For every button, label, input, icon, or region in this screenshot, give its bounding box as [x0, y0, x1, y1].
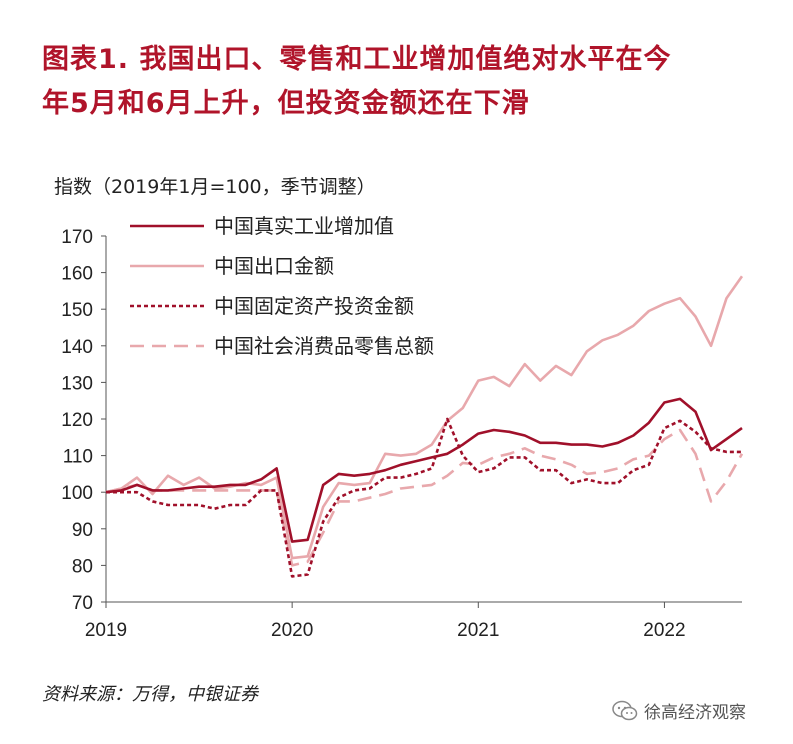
y-tick-label: 150 [61, 300, 93, 321]
wechat-icon [612, 700, 638, 720]
source-note: 资料来源：万得，中银证券 [42, 684, 258, 705]
axes: 70 80 90 100 110 120 130 140 150 160 170 2019 2020 20… [61, 227, 742, 641]
y-tick-label: 170 [61, 227, 93, 248]
series-line-1 [105, 275, 744, 560]
y-tick-label: 160 [61, 264, 93, 285]
x-tick-label: 2020 [271, 620, 313, 641]
y-tick-label: 70 [72, 593, 93, 614]
series-line-3 [105, 428, 744, 567]
x-tick-label: 2019 [85, 620, 127, 641]
title-line-2: 年5月和6月上升，但投资金额还在下滑 [42, 88, 530, 119]
x-tick-label: 2022 [643, 620, 685, 641]
title-line-1: 图表1. 我国出口、零售和工业增加值绝对水平在今 [42, 44, 672, 75]
y-tick-label: 130 [61, 373, 93, 394]
legend-label-2: 中国固定资产投资金额 [214, 294, 414, 318]
y-axis-label: 指数（2019年1月=100，季节调整） [54, 176, 376, 198]
y-tick-label: 100 [61, 483, 93, 504]
chart-title: 图表1. 我国出口、零售和工业增加值绝对水平在今 年5月和6月上升，但投资金额还… [42, 38, 782, 126]
series-line-2 [106, 417, 742, 578]
y-tick-label: 110 [63, 447, 93, 468]
y-tick-label: 80 [72, 556, 93, 577]
series-line-0 [105, 397, 743, 543]
legend-label-0: 中国真实工业增加值 [214, 214, 394, 238]
y-tick-label: 120 [61, 410, 93, 431]
watermark-text: 徐高经济观察 [644, 703, 746, 723]
x-tick-label: 2021 [457, 620, 499, 641]
legend-label-3: 中国社会消费品零售总额 [214, 334, 434, 358]
series-lines [105, 275, 744, 578]
legend-label-1: 中国出口金额 [214, 254, 334, 278]
y-tick-label: 90 [72, 520, 93, 541]
watermark: 徐高经济观察 [612, 698, 746, 723]
y-tick-label: 140 [61, 337, 93, 358]
